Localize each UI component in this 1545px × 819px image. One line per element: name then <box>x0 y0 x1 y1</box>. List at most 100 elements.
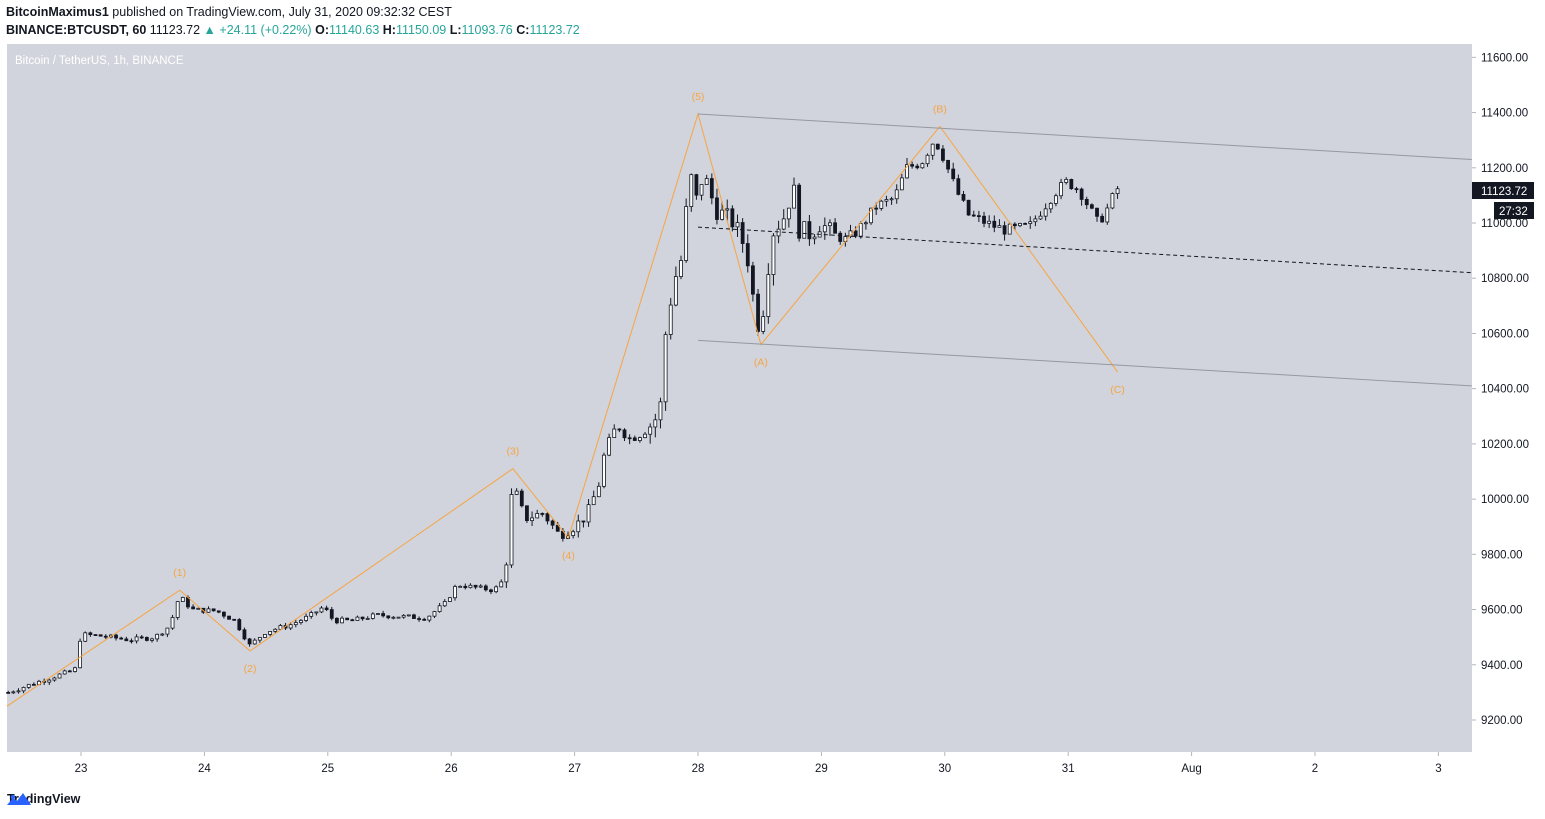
wave-label: (B) <box>933 103 947 115</box>
footer[interactable]: TradingView <box>7 792 80 806</box>
candle-up <box>150 638 154 641</box>
x-tick-label: 30 <box>938 763 951 775</box>
candle-down <box>956 178 961 195</box>
candle-down <box>191 606 195 610</box>
candle-up <box>1115 188 1120 195</box>
chart-header: BitcoinMaximus1 published on TradingView… <box>6 4 1536 38</box>
publish-info: published on TradingView.com, July 31, 2… <box>112 5 452 19</box>
candle-up <box>170 617 175 629</box>
close-label: C: <box>516 23 530 37</box>
candle-up <box>925 154 930 165</box>
candle-down <box>222 611 226 617</box>
candle-up <box>494 586 499 593</box>
candle-up <box>206 608 211 613</box>
symbol-label[interactable]: BINANCE:BTCUSDT, 60 <box>6 23 147 37</box>
candle-up <box>427 615 432 621</box>
candle-up <box>62 670 67 675</box>
candle-down <box>227 615 231 620</box>
candle-down <box>422 618 427 621</box>
candle-up <box>252 639 257 645</box>
x-tick-label: 3 <box>1435 763 1441 775</box>
candle-up <box>673 276 678 306</box>
candle-up <box>447 597 452 602</box>
candle-down <box>519 490 524 507</box>
y-tick-label: 11600.00 <box>1481 52 1528 64</box>
candle-up <box>1054 195 1058 204</box>
candle-up <box>586 504 591 523</box>
high-label: H: <box>382 23 396 37</box>
low-value: 11093.76 <box>461 23 513 37</box>
candle-up <box>591 496 596 506</box>
candle-up <box>16 690 21 693</box>
candle-up <box>365 618 370 620</box>
candle-up <box>869 207 873 224</box>
candle-down <box>853 230 858 237</box>
candle-down <box>31 683 36 686</box>
candle-down <box>381 613 386 617</box>
candle-up <box>792 184 796 209</box>
candle-up <box>196 607 201 610</box>
candle-up <box>406 614 411 617</box>
candle-up <box>905 164 909 179</box>
candle-down <box>473 584 478 588</box>
candle-up <box>396 616 401 619</box>
candle-down <box>334 617 339 624</box>
candle-up <box>1105 207 1110 223</box>
candle-up <box>1018 223 1022 227</box>
candle-down <box>1069 179 1074 190</box>
candle-up <box>83 632 88 642</box>
candle-up <box>648 426 653 435</box>
y-tick-label: 10400.00 <box>1481 384 1529 396</box>
candle-down <box>98 634 103 637</box>
last-price-tag: 11123.72 <box>1481 186 1527 198</box>
candle-up <box>273 628 278 632</box>
candle-up <box>761 316 766 332</box>
candle-down <box>360 616 365 620</box>
low-label: L: <box>449 23 462 37</box>
candle-up <box>899 177 904 191</box>
x-tick-label: Aug <box>1181 763 1201 775</box>
candle-up <box>658 401 663 421</box>
x-tick-label: 31 <box>1062 763 1075 775</box>
candle-down <box>93 634 98 637</box>
candle-up <box>1028 221 1033 224</box>
candle-up <box>257 637 262 641</box>
candle-up <box>370 613 375 619</box>
candle-up <box>11 691 16 694</box>
price-tags: 11123.72 27:32 <box>1472 182 1534 219</box>
candle-up <box>180 597 185 603</box>
candle-up <box>437 605 442 612</box>
candle-down <box>1079 188 1084 200</box>
candle-up <box>57 673 62 679</box>
candle-down <box>550 520 555 526</box>
candle-up <box>1033 218 1038 223</box>
candle-up <box>376 613 380 615</box>
candle-down <box>350 619 355 622</box>
candle-down <box>540 513 545 515</box>
wave-label: (4) <box>562 550 575 562</box>
candle-down <box>622 429 627 439</box>
candle-down <box>417 618 421 620</box>
author-name[interactable]: BitcoinMaximus1 <box>6 5 109 19</box>
candle-down <box>1084 199 1089 206</box>
candle-down <box>232 618 237 621</box>
wave-label: (A) <box>754 357 768 369</box>
candle-down <box>971 214 976 217</box>
price-change: +24.11 (+0.22%) <box>219 23 312 37</box>
candle-down <box>237 619 242 631</box>
candle-down <box>961 194 966 201</box>
candle-down <box>463 585 468 589</box>
channel-lower-line <box>697 339 1472 387</box>
candle-down <box>632 437 637 441</box>
candle-down <box>1095 207 1099 217</box>
time-axis <box>7 752 1472 776</box>
candle-up <box>920 163 925 169</box>
candle-down <box>715 197 719 220</box>
chart-title: Bitcoin / TetherUS, 1h, BINANCE <box>15 55 184 67</box>
candle-up <box>602 454 606 487</box>
candle-down <box>67 670 72 673</box>
candle-down <box>139 636 144 639</box>
candle-down <box>329 609 334 619</box>
